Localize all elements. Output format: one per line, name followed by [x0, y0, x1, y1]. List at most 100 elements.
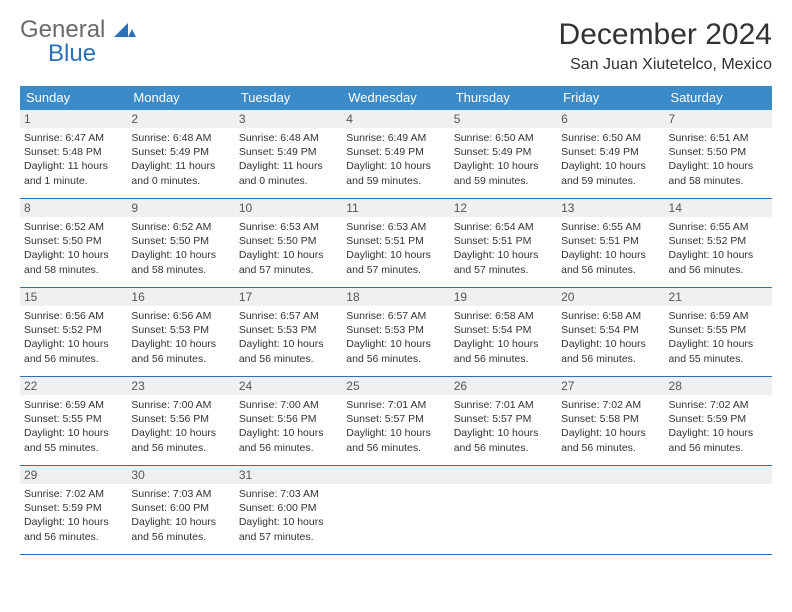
daylight-text: Daylight: 10 hours and 57 minutes.	[454, 248, 553, 276]
month-title: December 2024	[559, 18, 772, 52]
sunset-text: Sunset: 5:52 PM	[669, 234, 768, 248]
sunrise-text: Sunrise: 6:56 AM	[24, 309, 123, 323]
day-cell: 1Sunrise: 6:47 AMSunset: 5:48 PMDaylight…	[20, 110, 127, 198]
sunrise-text: Sunrise: 7:02 AM	[669, 398, 768, 412]
day-number	[665, 466, 772, 484]
day-number: 13	[557, 199, 664, 217]
sunrise-text: Sunrise: 6:48 AM	[131, 131, 230, 145]
daylight-text: Daylight: 10 hours and 57 minutes.	[239, 248, 338, 276]
sunrise-text: Sunrise: 7:00 AM	[131, 398, 230, 412]
day-cell: 3Sunrise: 6:48 AMSunset: 5:49 PMDaylight…	[235, 110, 342, 198]
empty-cell	[450, 466, 557, 554]
daylight-text: Daylight: 10 hours and 56 minutes.	[131, 337, 230, 365]
day-number: 18	[342, 288, 449, 306]
sunrise-text: Sunrise: 7:01 AM	[346, 398, 445, 412]
day-cell: 26Sunrise: 7:01 AMSunset: 5:57 PMDayligh…	[450, 377, 557, 465]
day-number: 6	[557, 110, 664, 128]
sunrise-text: Sunrise: 6:50 AM	[561, 131, 660, 145]
sunrise-text: Sunrise: 6:47 AM	[24, 131, 123, 145]
daylight-text: Daylight: 10 hours and 56 minutes.	[561, 337, 660, 365]
daylight-text: Daylight: 10 hours and 59 minutes.	[346, 159, 445, 187]
sunset-text: Sunset: 5:55 PM	[669, 323, 768, 337]
daylight-text: Daylight: 10 hours and 56 minutes.	[346, 426, 445, 454]
sunset-text: Sunset: 6:00 PM	[131, 501, 230, 515]
daylight-text: Daylight: 10 hours and 56 minutes.	[239, 426, 338, 454]
sunset-text: Sunset: 5:59 PM	[669, 412, 768, 426]
day-cell: 15Sunrise: 6:56 AMSunset: 5:52 PMDayligh…	[20, 288, 127, 376]
sunrise-text: Sunrise: 6:58 AM	[561, 309, 660, 323]
sunrise-text: Sunrise: 6:55 AM	[561, 220, 660, 234]
title-block: December 2024 San Juan Xiutetelco, Mexic…	[559, 18, 772, 74]
brand-word-gray: General	[20, 16, 105, 43]
day-number: 11	[342, 199, 449, 217]
day-cell: 4Sunrise: 6:49 AMSunset: 5:49 PMDaylight…	[342, 110, 449, 198]
empty-cell	[665, 466, 772, 554]
day-number: 19	[450, 288, 557, 306]
weekday-header-cell: Tuesday	[235, 86, 342, 110]
day-number: 24	[235, 377, 342, 395]
sunset-text: Sunset: 5:48 PM	[24, 145, 123, 159]
sunrise-text: Sunrise: 6:59 AM	[24, 398, 123, 412]
sunset-text: Sunset: 5:51 PM	[346, 234, 445, 248]
calendar-grid: SundayMondayTuesdayWednesdayThursdayFrid…	[20, 86, 772, 555]
day-number: 3	[235, 110, 342, 128]
weekday-header-cell: Saturday	[665, 86, 772, 110]
day-cell: 9Sunrise: 6:52 AMSunset: 5:50 PMDaylight…	[127, 199, 234, 287]
day-cell: 12Sunrise: 6:54 AMSunset: 5:51 PMDayligh…	[450, 199, 557, 287]
sunrise-text: Sunrise: 7:02 AM	[24, 487, 123, 501]
day-number: 7	[665, 110, 772, 128]
sunrise-text: Sunrise: 6:55 AM	[669, 220, 768, 234]
daylight-text: Daylight: 11 hours and 0 minutes.	[131, 159, 230, 187]
brand-word-blue: Blue	[48, 40, 96, 67]
sunset-text: Sunset: 5:49 PM	[561, 145, 660, 159]
sunrise-text: Sunrise: 6:49 AM	[346, 131, 445, 145]
sunrise-text: Sunrise: 6:59 AM	[669, 309, 768, 323]
day-cell: 31Sunrise: 7:03 AMSunset: 6:00 PMDayligh…	[235, 466, 342, 554]
day-number: 5	[450, 110, 557, 128]
sunset-text: Sunset: 6:00 PM	[239, 501, 338, 515]
day-number: 2	[127, 110, 234, 128]
weekday-header-cell: Friday	[557, 86, 664, 110]
day-cell: 30Sunrise: 7:03 AMSunset: 6:00 PMDayligh…	[127, 466, 234, 554]
sunset-text: Sunset: 5:57 PM	[454, 412, 553, 426]
sunset-text: Sunset: 5:57 PM	[346, 412, 445, 426]
sunset-text: Sunset: 5:49 PM	[346, 145, 445, 159]
day-cell: 8Sunrise: 6:52 AMSunset: 5:50 PMDaylight…	[20, 199, 127, 287]
week-row: 29Sunrise: 7:02 AMSunset: 5:59 PMDayligh…	[20, 466, 772, 555]
day-number	[450, 466, 557, 484]
day-cell: 17Sunrise: 6:57 AMSunset: 5:53 PMDayligh…	[235, 288, 342, 376]
day-number: 20	[557, 288, 664, 306]
day-cell: 18Sunrise: 6:57 AMSunset: 5:53 PMDayligh…	[342, 288, 449, 376]
day-cell: 29Sunrise: 7:02 AMSunset: 5:59 PMDayligh…	[20, 466, 127, 554]
daylight-text: Daylight: 10 hours and 55 minutes.	[24, 426, 123, 454]
day-number: 25	[342, 377, 449, 395]
sunset-text: Sunset: 5:53 PM	[239, 323, 338, 337]
day-number: 23	[127, 377, 234, 395]
sunrise-text: Sunrise: 6:52 AM	[24, 220, 123, 234]
daylight-text: Daylight: 11 hours and 0 minutes.	[239, 159, 338, 187]
brand-mark-icon	[114, 21, 136, 37]
day-number: 10	[235, 199, 342, 217]
location-subtitle: San Juan Xiutetelco, Mexico	[559, 56, 772, 74]
sunrise-text: Sunrise: 6:50 AM	[454, 131, 553, 145]
day-number: 16	[127, 288, 234, 306]
sunset-text: Sunset: 5:59 PM	[24, 501, 123, 515]
daylight-text: Daylight: 10 hours and 56 minutes.	[561, 426, 660, 454]
day-number: 12	[450, 199, 557, 217]
day-number: 26	[450, 377, 557, 395]
sunrise-text: Sunrise: 7:02 AM	[561, 398, 660, 412]
daylight-text: Daylight: 10 hours and 58 minutes.	[669, 159, 768, 187]
day-number: 31	[235, 466, 342, 484]
sunset-text: Sunset: 5:56 PM	[131, 412, 230, 426]
daylight-text: Daylight: 10 hours and 56 minutes.	[454, 337, 553, 365]
day-number: 1	[20, 110, 127, 128]
day-number: 8	[20, 199, 127, 217]
day-cell: 20Sunrise: 6:58 AMSunset: 5:54 PMDayligh…	[557, 288, 664, 376]
day-number: 29	[20, 466, 127, 484]
daylight-text: Daylight: 10 hours and 56 minutes.	[454, 426, 553, 454]
sunrise-text: Sunrise: 6:53 AM	[239, 220, 338, 234]
sunset-text: Sunset: 5:50 PM	[239, 234, 338, 248]
sunrise-text: Sunrise: 7:03 AM	[131, 487, 230, 501]
daylight-text: Daylight: 10 hours and 58 minutes.	[131, 248, 230, 276]
day-number	[342, 466, 449, 484]
